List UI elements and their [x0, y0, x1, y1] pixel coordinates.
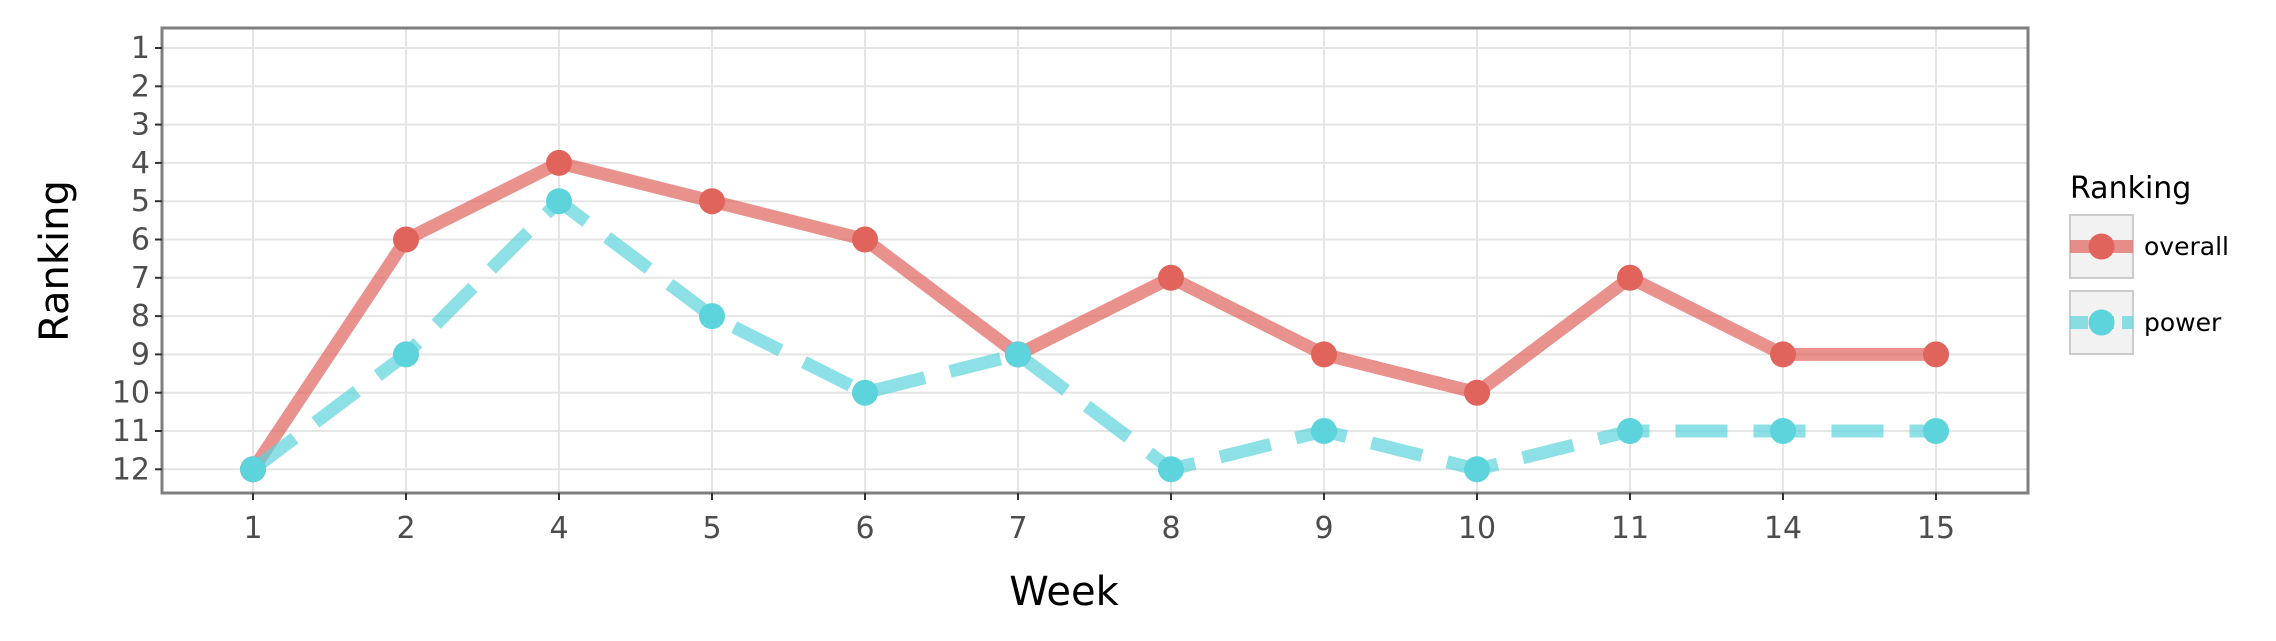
- y-tick-label: 9: [131, 337, 150, 372]
- series-layer: [240, 149, 1949, 483]
- data-point-overall: [1464, 379, 1490, 406]
- y-tick-label: 2: [131, 69, 150, 104]
- y-tick-label: 12: [112, 452, 150, 487]
- legend-label-overall: overall: [2144, 232, 2229, 261]
- data-point-power: [1617, 418, 1643, 444]
- y-axis-title: Ranking: [32, 180, 78, 342]
- x-tick-label: 14: [1764, 511, 1802, 546]
- data-point-power: [1158, 456, 1184, 483]
- data-point-overall: [1311, 341, 1337, 368]
- data-point-overall: [1617, 264, 1643, 291]
- x-tick-label: 11: [1611, 511, 1649, 546]
- data-point-overall: [393, 226, 419, 253]
- y-tick-label: 6: [131, 223, 150, 258]
- x-tick-label: 6: [855, 511, 874, 546]
- data-point-power: [852, 379, 878, 406]
- data-point-power: [1005, 341, 1031, 368]
- data-point-power: [546, 188, 572, 215]
- series-line-overall: [247, 156, 1936, 473]
- data-point-power: [1464, 456, 1490, 483]
- data-point-power: [1923, 418, 1949, 444]
- y-tick-label: 1: [131, 31, 150, 66]
- series-line-power: [249, 194, 1936, 476]
- y-tick-label: 7: [131, 261, 150, 296]
- data-point-overall: [699, 188, 725, 215]
- x-tick-label: 9: [1314, 511, 1333, 546]
- data-point-overall: [852, 226, 878, 253]
- data-point-power: [393, 341, 419, 368]
- data-point-overall: [546, 149, 572, 176]
- legend-key-point-overall: [2088, 233, 2115, 260]
- legend-label-power: power: [2144, 308, 2222, 337]
- data-point-overall: [1158, 264, 1184, 291]
- data-point-overall: [1923, 341, 1949, 368]
- x-tick-label: 7: [1008, 511, 1027, 546]
- data-point-overall: [1770, 341, 1796, 368]
- y-tick-label: 10: [112, 376, 150, 411]
- data-point-power: [1311, 418, 1337, 444]
- grid-lines: [162, 28, 2028, 493]
- x-tick-label: 2: [396, 511, 415, 546]
- y-tick-label: 11: [112, 414, 150, 449]
- plot-panel-border: [160, 26, 2030, 495]
- x-tick-label: 4: [549, 511, 568, 546]
- y-tick-label: 5: [131, 184, 150, 219]
- data-point-power: [699, 303, 725, 330]
- x-tick-label: 15: [1917, 511, 1955, 546]
- y-tick-label: 8: [131, 299, 150, 334]
- x-tick-label: 8: [1161, 511, 1180, 546]
- data-point-power: [240, 456, 266, 483]
- x-tick-label: 10: [1458, 511, 1496, 546]
- x-tick-label: 5: [702, 511, 721, 546]
- y-tick-label: 4: [131, 146, 150, 181]
- legend-key-point-power: [2088, 309, 2115, 336]
- y-tick-label: 3: [131, 108, 150, 143]
- legend-title: Ranking: [2070, 171, 2191, 206]
- data-point-power: [1770, 418, 1796, 444]
- legend: Ranking overall power: [2069, 171, 2229, 355]
- x-axis-title: Week: [1009, 569, 1119, 615]
- x-tick-label: 1: [243, 511, 262, 546]
